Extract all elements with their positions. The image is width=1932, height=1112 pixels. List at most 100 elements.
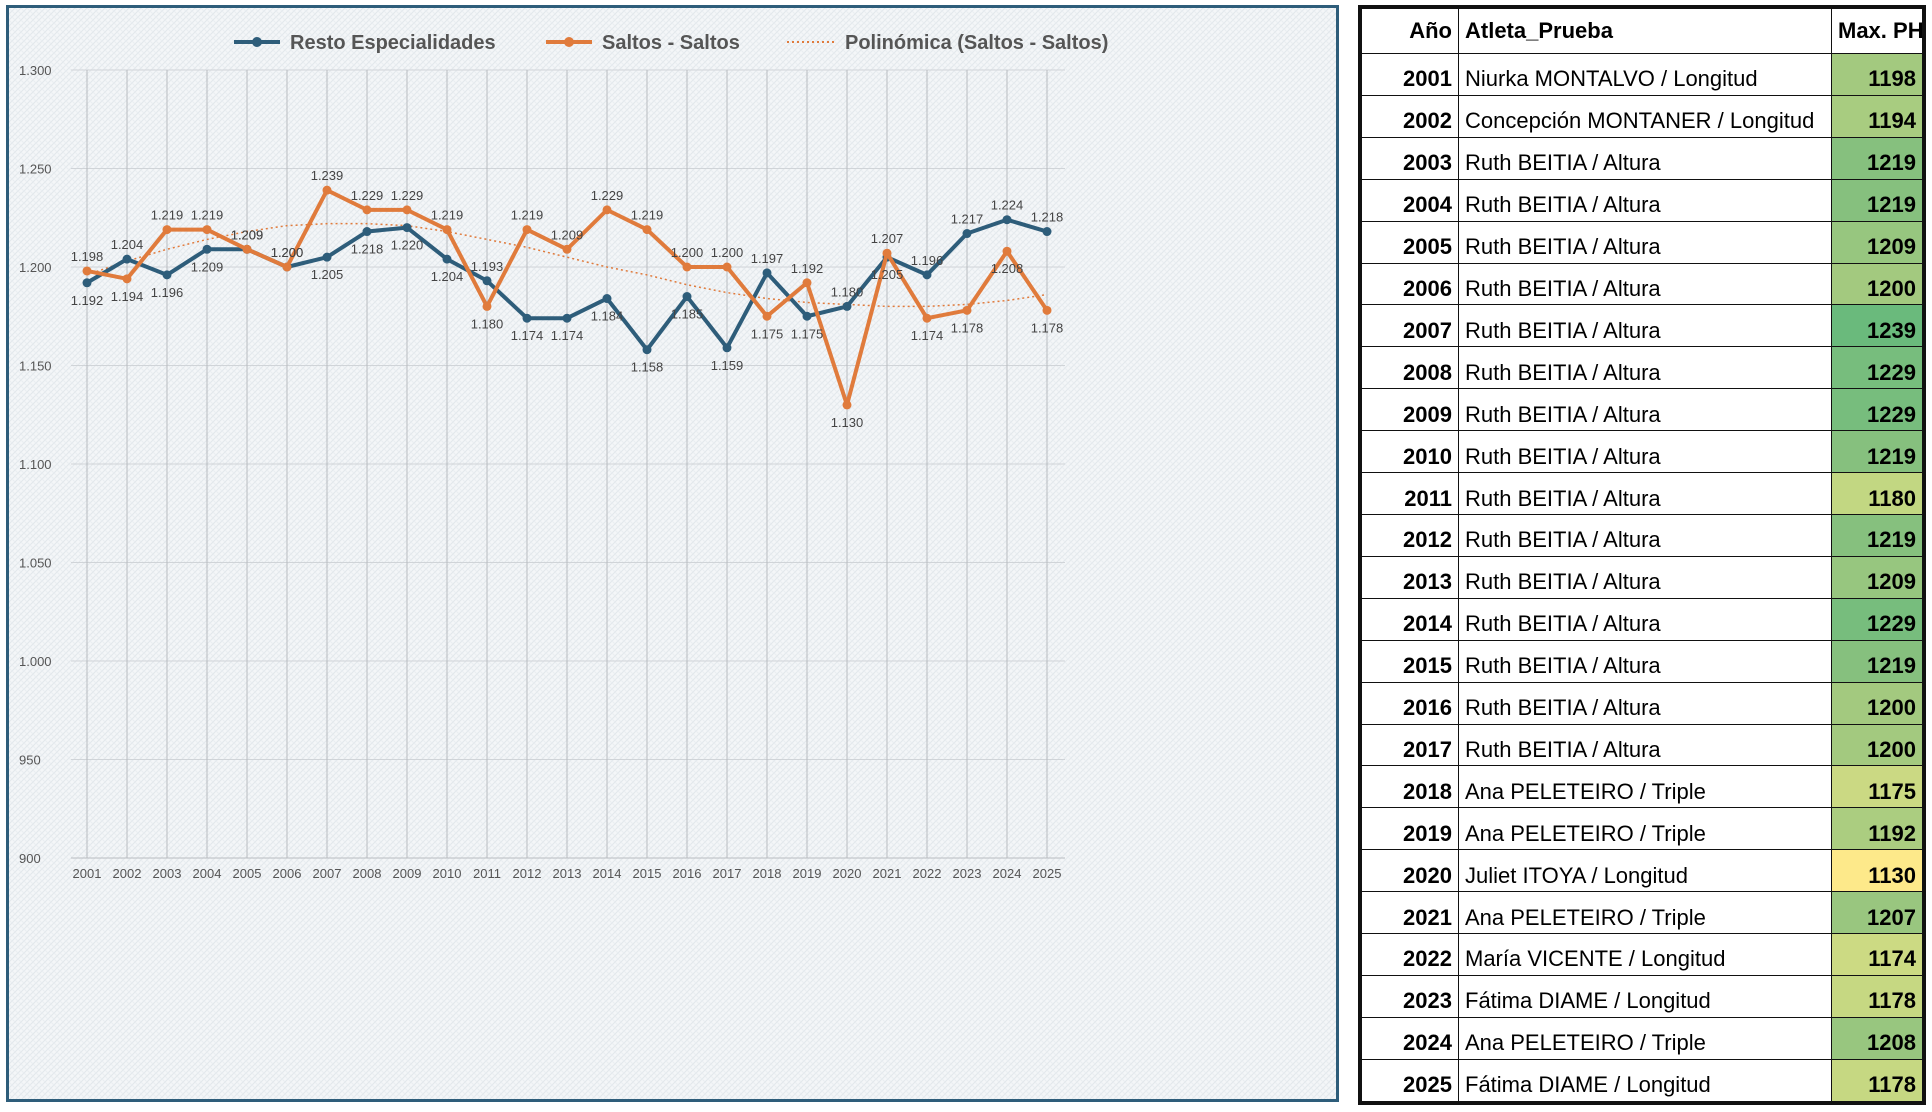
cell-athlete: Ruth BEITIA / Altura: [1458, 178, 1832, 222]
point-saltos: [722, 262, 732, 272]
data-label-resto: 1.200: [271, 245, 304, 260]
point-resto: [522, 313, 532, 323]
x-tick-label: 2001: [73, 866, 102, 881]
cell-max-ph: 1239: [1831, 304, 1923, 348]
cell-year: 2008: [1361, 346, 1459, 390]
y-tick-label: 1.000: [19, 654, 52, 669]
cell-max-ph: 1207: [1831, 891, 1923, 935]
data-label-saltos: 1.229: [351, 188, 384, 203]
x-tick-label: 2007: [313, 866, 342, 881]
x-tick-label: 2025: [1033, 866, 1062, 881]
y-tick-label: 1.200: [19, 260, 52, 275]
cell-max-ph: 1209: [1831, 220, 1923, 264]
table-row: 2010 Ruth BEITIA / Altura 1219: [1361, 430, 1923, 474]
cell-athlete: Fátima DIAME / Longitud: [1458, 1058, 1832, 1103]
cell-athlete: Ruth BEITIA / Altura: [1458, 513, 1832, 557]
data-label-resto: 1.158: [631, 360, 664, 375]
cell-year: 2013: [1361, 555, 1459, 599]
table-row: 2003 Ruth BEITIA / Altura 1219: [1361, 136, 1923, 180]
data-label-resto: 1.218: [1031, 210, 1064, 225]
cell-year: 2005: [1361, 220, 1459, 264]
cell-athlete: Fátima DIAME / Longitud: [1458, 974, 1832, 1018]
data-label-resto: 1.193: [471, 259, 504, 274]
cell-athlete: Ruth BEITIA / Altura: [1458, 136, 1832, 180]
table-row: 2025 Fátima DIAME / Longitud 1178: [1361, 1058, 1923, 1103]
table-row: 2022 María VICENTE / Longitud 1174: [1361, 933, 1923, 976]
x-tick-label: 2003: [153, 866, 182, 881]
header-athlete: Atleta_Prueba: [1458, 8, 1832, 54]
cell-athlete: Ruth BEITIA / Altura: [1458, 346, 1832, 390]
x-tick-label: 2018: [753, 866, 782, 881]
table-row: 2017 Ruth BEITIA / Altura 1200: [1361, 723, 1923, 767]
cell-year: 2016: [1361, 681, 1459, 725]
data-label-saltos: 1.219: [191, 208, 224, 223]
point-resto: [802, 311, 812, 321]
point-resto: [402, 223, 412, 233]
cell-year: 2006: [1361, 262, 1459, 306]
cell-year: 2011: [1361, 472, 1459, 515]
header-max-ph: Max. PH: [1831, 8, 1923, 54]
table-row: 2008 Ruth BEITIA / Altura 1229: [1361, 346, 1923, 390]
x-tick-label: 2015: [633, 866, 662, 881]
cell-max-ph: 1229: [1831, 346, 1923, 390]
data-label-saltos: 1.219: [151, 208, 184, 223]
point-saltos: [442, 225, 452, 235]
trendline-saltos: [86, 222, 1048, 308]
point-resto: [82, 278, 92, 288]
line-chart: 900 950 1.000 1.050 1.100 1.150 1.200 1.250 1.30…: [9, 8, 1336, 1099]
table-row: 2016 Ruth BEITIA / Altura 1200: [1361, 681, 1923, 725]
point-resto: [762, 268, 772, 278]
data-label-resto: 1.204: [431, 269, 464, 284]
x-tick-label: 2012: [513, 866, 542, 881]
point-saltos: [562, 244, 572, 254]
cell-athlete: Ana PELETEIRO / Triple: [1458, 1016, 1832, 1060]
table-row: 2004 Ruth BEITIA / Altura 1219: [1361, 178, 1923, 222]
cell-athlete: Ruth BEITIA / Altura: [1458, 639, 1832, 683]
cell-year: 2024: [1361, 1016, 1459, 1060]
point-resto: [922, 270, 932, 280]
cell-year: 2003: [1361, 136, 1459, 180]
cell-year: 2018: [1361, 765, 1459, 809]
x-tick-label: 2017: [713, 866, 742, 881]
ph-table-panel: Año Atleta_Prueba Max. PH 2001 Niurka MON…: [1358, 5, 1926, 1105]
x-tick-label: 2021: [873, 866, 902, 881]
cell-year: 2014: [1361, 597, 1459, 641]
legend-resto: Resto Especialidades: [290, 32, 496, 54]
cell-athlete: Ruth BEITIA / Altura: [1458, 723, 1832, 767]
data-label-saltos: 1.200: [671, 245, 704, 260]
data-label-saltos: 1.178: [951, 320, 984, 335]
cell-max-ph: 1219: [1831, 136, 1923, 180]
cell-year: 2021: [1361, 891, 1459, 935]
point-resto: [202, 244, 212, 254]
point-saltos: [402, 205, 412, 215]
data-label-resto: 1.204: [111, 237, 144, 252]
cell-max-ph: 1200: [1831, 262, 1923, 306]
cell-max-ph: 1219: [1831, 513, 1923, 557]
table-row: 2012 Ruth BEITIA / Altura 1219: [1361, 513, 1923, 557]
cell-athlete: Ruth BEITIA / Altura: [1458, 304, 1832, 348]
cell-athlete: Ana PELETEIRO / Triple: [1458, 765, 1832, 809]
cell-max-ph: 1219: [1831, 430, 1923, 474]
cell-year: 2017: [1361, 723, 1459, 767]
data-label-saltos: 1.229: [591, 188, 624, 203]
y-tick-label: 900: [19, 851, 41, 866]
point-saltos: [802, 278, 812, 288]
table-row: 2023 Fátima DIAME / Longitud 1178: [1361, 974, 1923, 1018]
cell-year: 2009: [1361, 388, 1459, 432]
cell-max-ph: 1178: [1831, 1058, 1923, 1103]
data-label-saltos: 1.208: [991, 261, 1024, 276]
data-label-resto: 1.209: [231, 227, 264, 242]
point-resto: [842, 301, 852, 311]
table-header-row: Año Atleta_Prueba Max. PH: [1361, 8, 1923, 54]
point-resto: [362, 227, 372, 237]
data-label-resto: 1.185: [671, 307, 704, 322]
cell-athlete: Ruth BEITIA / Altura: [1458, 681, 1832, 725]
data-label-resto: 1.220: [391, 238, 424, 253]
point-resto: [1042, 227, 1052, 237]
cell-athlete: Niurka MONTALVO / Longitud: [1458, 53, 1832, 96]
point-resto: [562, 313, 572, 323]
cell-max-ph: 1174: [1831, 933, 1923, 976]
data-label-resto: 1.224: [991, 198, 1024, 213]
cell-max-ph: 1229: [1831, 388, 1923, 432]
point-resto: [482, 276, 492, 286]
